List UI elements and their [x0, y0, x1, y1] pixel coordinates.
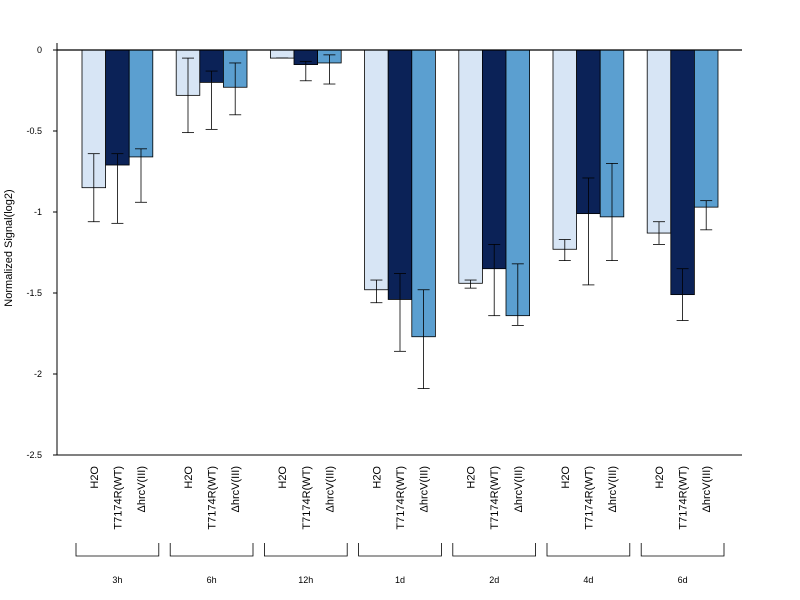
bar-label: H2O — [371, 466, 383, 489]
bar-6d-1 — [670, 49, 695, 296]
bar-label: H2O — [466, 466, 478, 489]
y-tick-label: -2.5 — [26, 450, 42, 460]
bar-label: H2O — [654, 466, 666, 489]
y-tick-label: -1 — [34, 207, 42, 217]
group-label: 6d — [678, 575, 688, 585]
bar-label: T7174R(WT) — [583, 466, 595, 530]
y-tick-label: 0 — [37, 45, 42, 55]
y-tick-label: -1.5 — [26, 288, 42, 298]
group-bracket — [452, 543, 536, 557]
bar-label: ΔhrcV(III) — [230, 466, 242, 512]
bar-1d-0 — [364, 49, 389, 291]
bar-label: T7174R(WT) — [207, 466, 219, 530]
group-label: 2d — [489, 575, 499, 585]
bar-label: H2O — [277, 466, 289, 489]
bar-label: T7174R(WT) — [489, 466, 501, 530]
bar-label: H2O — [183, 466, 195, 489]
group-label: 6h — [207, 575, 217, 585]
axes-layer: 0 -0.5 -1 -1.5 -2 -2.5 — [26, 43, 742, 460]
y-tick-label: -2 — [34, 369, 42, 379]
group-bracket — [640, 543, 725, 557]
labels-layer: H2O T7174R(WT) ΔhrcV(III) 3h H2O T7174R(WT) Δh… — [75, 466, 725, 585]
bar-1d-1 — [387, 49, 413, 300]
group-label: 12h — [298, 575, 313, 585]
bar-label: ΔhrcV(III) — [419, 466, 431, 512]
group-bracket — [169, 543, 254, 557]
bar-6d-2 — [694, 49, 719, 208]
bar-12h-0 — [269, 49, 295, 59]
bar-2d-0 — [458, 49, 483, 284]
y-tick-label: -0.5 — [26, 126, 42, 136]
bar-label: T7174R(WT) — [678, 466, 690, 530]
bar-label: ΔhrcV(III) — [607, 466, 619, 512]
bar-6d-0 — [646, 49, 672, 234]
group-label: 1d — [395, 575, 405, 585]
bar-label: T7174R(WT) — [395, 466, 407, 530]
group-bracket — [264, 543, 348, 557]
bar-2d-1 — [481, 49, 507, 270]
bar-label: ΔhrcV(III) — [136, 466, 148, 512]
group-bracket — [358, 543, 442, 557]
group-bracket — [546, 543, 631, 557]
error-bars-layer — [87, 54, 713, 389]
bar-label: T7174R(WT) — [301, 466, 313, 530]
bar-label: H2O — [560, 466, 572, 489]
group-label: 4d — [583, 575, 593, 585]
bar-label: ΔhrcV(III) — [701, 466, 713, 512]
bar-label: H2O — [89, 466, 101, 489]
bar-3h-2 — [128, 49, 154, 158]
bar-3h-1 — [105, 49, 130, 166]
y-axis-label: Normalized Signal(log2) — [3, 189, 15, 306]
group-label: 3h — [112, 575, 122, 585]
bar-label: ΔhrcV(III) — [513, 466, 525, 512]
bar-label: ΔhrcV(III) — [324, 466, 336, 512]
bar-label: T7174R(WT) — [112, 466, 124, 530]
group-bracket — [75, 543, 160, 557]
bar-4d-0 — [552, 49, 578, 250]
